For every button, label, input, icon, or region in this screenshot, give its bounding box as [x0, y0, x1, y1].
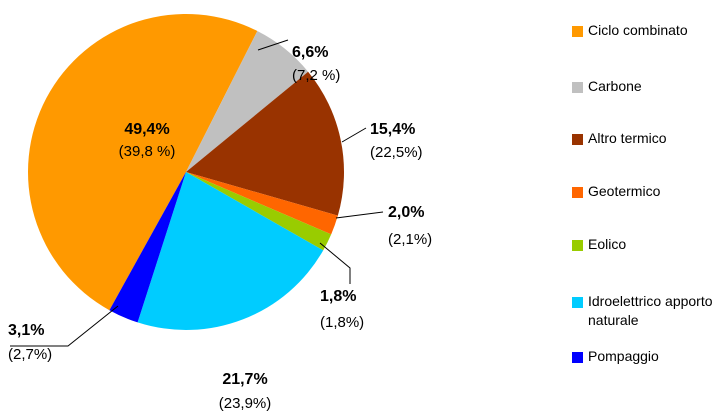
- value-label: 1,8%: [320, 288, 356, 305]
- legend-swatch: [572, 187, 583, 198]
- value-label: 6,6%: [292, 44, 328, 61]
- secondary-label: (7,2 %): [292, 67, 340, 84]
- legend-label: Geotermico: [588, 183, 661, 199]
- pie-slice: [27, 13, 258, 311]
- legend-swatch: [572, 297, 583, 308]
- secondary-label: (1,8%): [320, 314, 364, 331]
- legend-swatch: [572, 352, 583, 363]
- pie-slice: [137, 172, 324, 330]
- secondary-label: (2,1%): [388, 231, 432, 248]
- value-label: 21,7%: [222, 371, 267, 388]
- value-label: 49,4%: [124, 121, 169, 138]
- legend-item: Carbone: [572, 78, 714, 96]
- secondary-label: (23,9%): [219, 395, 272, 412]
- pie-area: 49,4% (39,8 %) 6,6% (7,2 %) 15,4% (22,5%) 2,0%…: [8, 13, 432, 412]
- leader-line: [341, 127, 367, 143]
- legend-item: Pompaggio: [572, 348, 714, 366]
- pie-slice: [186, 31, 309, 172]
- legend-label: Ciclo combinato: [588, 22, 688, 38]
- legend-item: Ciclo combinato: [572, 22, 714, 40]
- legend-swatch: [572, 134, 583, 145]
- pie-slice: [186, 172, 332, 251]
- legend-item: Eolico: [572, 236, 714, 254]
- secondary-label: (39,8 %): [119, 143, 176, 160]
- leader-line: [257, 39, 289, 51]
- value-label: 15,4%: [370, 121, 415, 138]
- legend-swatch: [572, 240, 583, 251]
- leader-line: [319, 242, 351, 284]
- legend-swatch: [572, 26, 583, 37]
- legend-item: Geotermico: [572, 183, 714, 201]
- legend-item: Altro termico: [572, 130, 714, 148]
- leader-line: [335, 211, 384, 219]
- pie-slice: [186, 71, 344, 216]
- value-label: 2,0%: [388, 204, 424, 221]
- leader-line: [10, 305, 119, 347]
- secondary-label: (22,5%): [370, 144, 423, 161]
- legend-label: Pompaggio: [588, 348, 659, 364]
- legend-label: Eolico: [588, 236, 627, 252]
- legend-label: Idroelettrico apporto naturale: [588, 293, 713, 328]
- pie-slice: [109, 172, 186, 323]
- secondary-label: (2,7%): [8, 346, 52, 363]
- legend-swatch: [572, 82, 583, 93]
- legend-item: Idroelettrico apporto naturale: [572, 293, 714, 330]
- pie-slice: [186, 172, 338, 235]
- value-label: 3,1%: [8, 322, 44, 339]
- legend-label: Altro termico: [588, 130, 667, 146]
- legend-label: Carbone: [588, 78, 642, 94]
